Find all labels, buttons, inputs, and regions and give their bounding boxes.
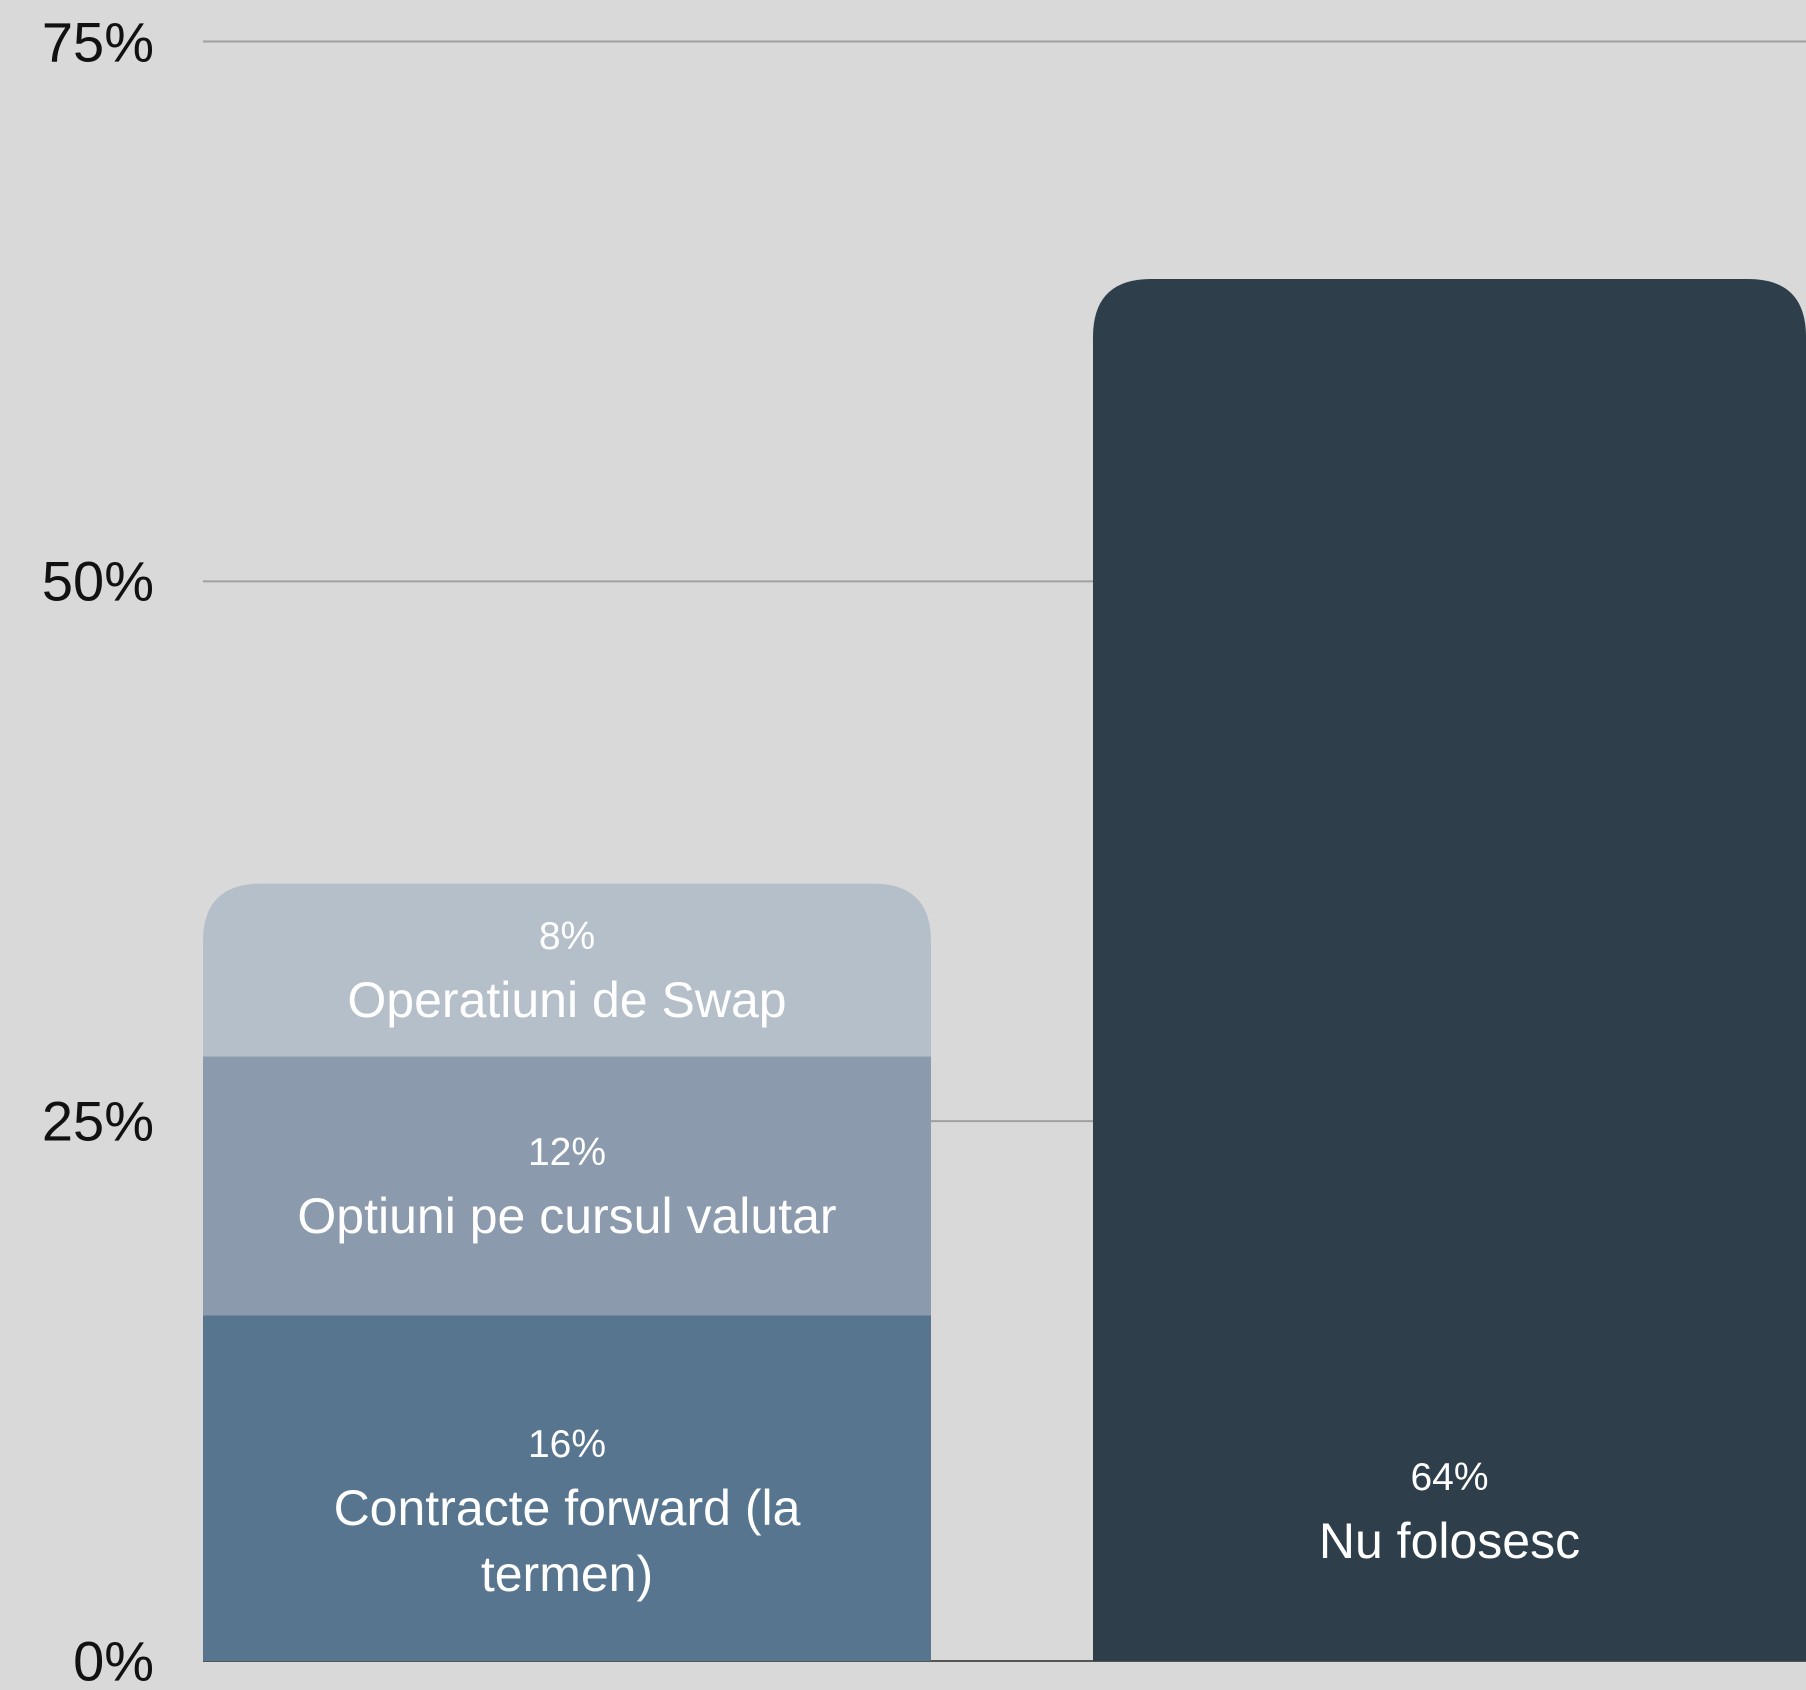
bar-segment (203, 1315, 931, 1661)
value-label: 8% (538, 915, 596, 958)
bar-segment (203, 1056, 931, 1316)
y-tick-label: 0% (73, 1629, 154, 1690)
segment-label: 64% Nu folosesc (1170, 1448, 1730, 1574)
segment-label: 8% Operatiuni de Swap (287, 907, 847, 1033)
y-tick-label: 25% (41, 1089, 154, 1153)
y-tick-label: 75% (41, 10, 154, 73)
segment-label: 16% Contracte forward (la termen) (287, 1415, 847, 1607)
series-label: Optiuni pe cursul valutar (297, 1187, 837, 1244)
value-label: 12% (527, 1130, 607, 1174)
segment-label: 12% Optiuni pe cursul valutar (287, 1123, 847, 1249)
bar-segment (1093, 279, 1806, 1662)
series-label: Nu folosesc (1318, 1513, 1581, 1569)
series-label: Operatiuni de Swap (347, 972, 787, 1028)
series-label: Contracte forward (la termen) (333, 1480, 801, 1602)
y-tick-label: 50% (41, 549, 154, 613)
value-label: 64% (1410, 1456, 1489, 1499)
bar-segment (203, 883, 931, 1057)
value-label: 16% (527, 1423, 607, 1466)
